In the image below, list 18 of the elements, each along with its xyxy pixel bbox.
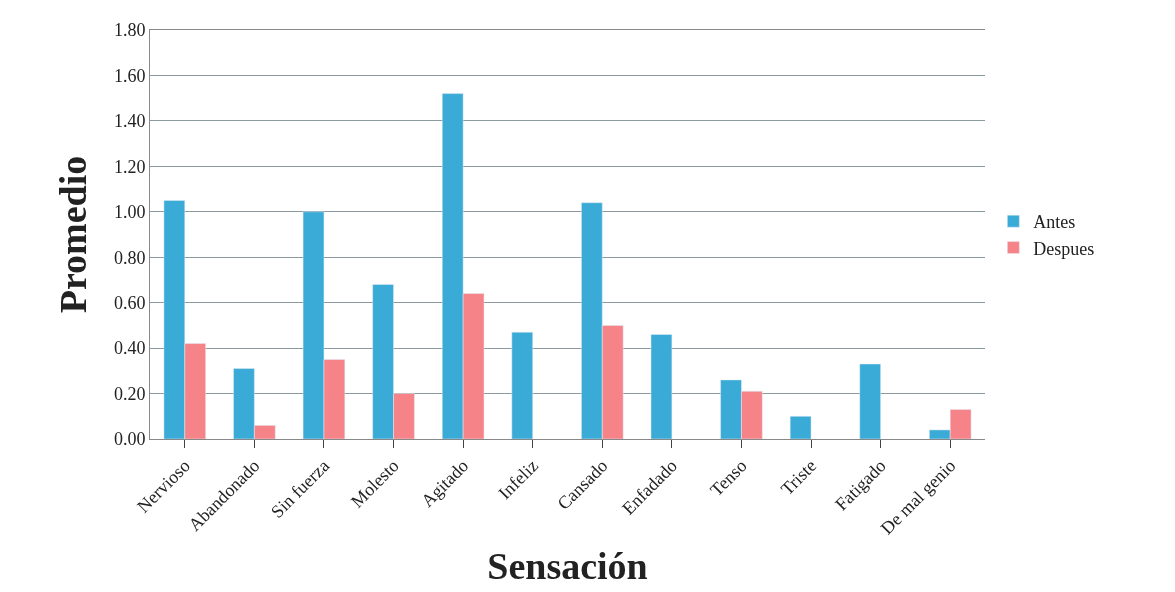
y-tick-label: 1.60: [113, 65, 146, 86]
y-tick-label: 1.40: [113, 111, 146, 132]
bar: [789, 416, 812, 439]
y-tick-label: 0.60: [113, 292, 146, 313]
y-tick-label: 1.80: [113, 20, 146, 41]
bar: [650, 334, 673, 439]
y-tick-label: 1.20: [113, 156, 146, 177]
y-tick-label: 0.00: [113, 429, 146, 450]
legend-label: Antes: [1033, 212, 1076, 233]
legend-label: Despues: [1033, 238, 1095, 259]
x-axis-title: Sensación: [487, 545, 648, 588]
bar: [859, 363, 881, 439]
y-tick-label: 1.00: [113, 202, 146, 223]
y-tick-label: 0.40: [113, 338, 146, 359]
y-tick-label: 0.20: [113, 383, 146, 404]
y-tick-label: 0.80: [113, 247, 146, 268]
bar: [511, 331, 533, 439]
y-axis-title: Promedio: [52, 155, 95, 314]
